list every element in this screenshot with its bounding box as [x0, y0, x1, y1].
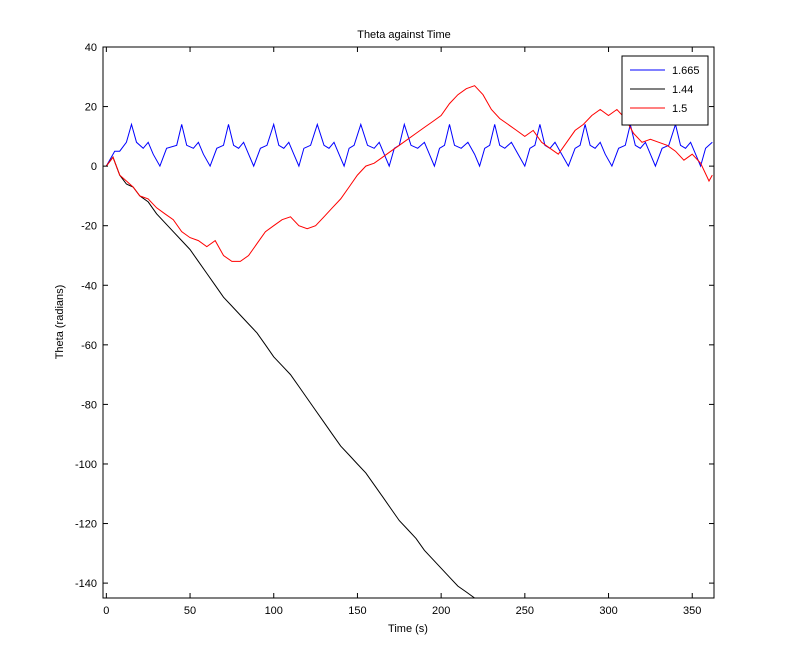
- series-line-1-44: [105, 156, 480, 598]
- x-axis-ticks: 0 50 100 150 200 250 300 350: [103, 47, 701, 617]
- x-tick-label: 150: [348, 605, 366, 617]
- series-line-1-665: [105, 122, 713, 168]
- x-tick-label: 200: [432, 605, 450, 617]
- legend-label: 1.5: [672, 103, 687, 115]
- chart-title: Theta against Time: [357, 29, 451, 41]
- x-tick-label: 250: [516, 605, 534, 617]
- y-tick-label: 0: [91, 161, 97, 173]
- x-tick-label: 100: [265, 605, 283, 617]
- x-tick-label: 50: [184, 605, 196, 617]
- plot-area: [102, 46, 715, 599]
- legend: 1.665 1.44 1.5: [621, 55, 709, 126]
- x-tick-label: 350: [683, 605, 701, 617]
- y-axis-label: Theta (radians): [54, 285, 66, 360]
- series-lines: [105, 85, 713, 598]
- y-tick-label: -60: [81, 340, 97, 352]
- y-tick-label: -40: [81, 280, 97, 292]
- x-tick-label: 300: [599, 605, 617, 617]
- y-tick-label: 20: [85, 102, 97, 114]
- y-tick-label: -20: [81, 221, 97, 233]
- y-tick-label: -100: [75, 459, 97, 471]
- legend-label: 1.665: [672, 65, 700, 77]
- y-axis-ticks: 40 20 0 -20 -40 -60 -80 -100 -120 -140: [75, 42, 714, 590]
- x-axis-label: Time (s): [388, 623, 428, 635]
- x-tick-label: 0: [103, 605, 109, 617]
- y-tick-label: -140: [75, 578, 97, 590]
- y-tick-label: 40: [85, 42, 97, 54]
- legend-box: [621, 55, 709, 126]
- series-line-1-5: [105, 85, 713, 262]
- y-tick-label: -80: [81, 399, 97, 411]
- legend-label: 1.44: [672, 84, 693, 96]
- y-tick-label: -120: [75, 519, 97, 531]
